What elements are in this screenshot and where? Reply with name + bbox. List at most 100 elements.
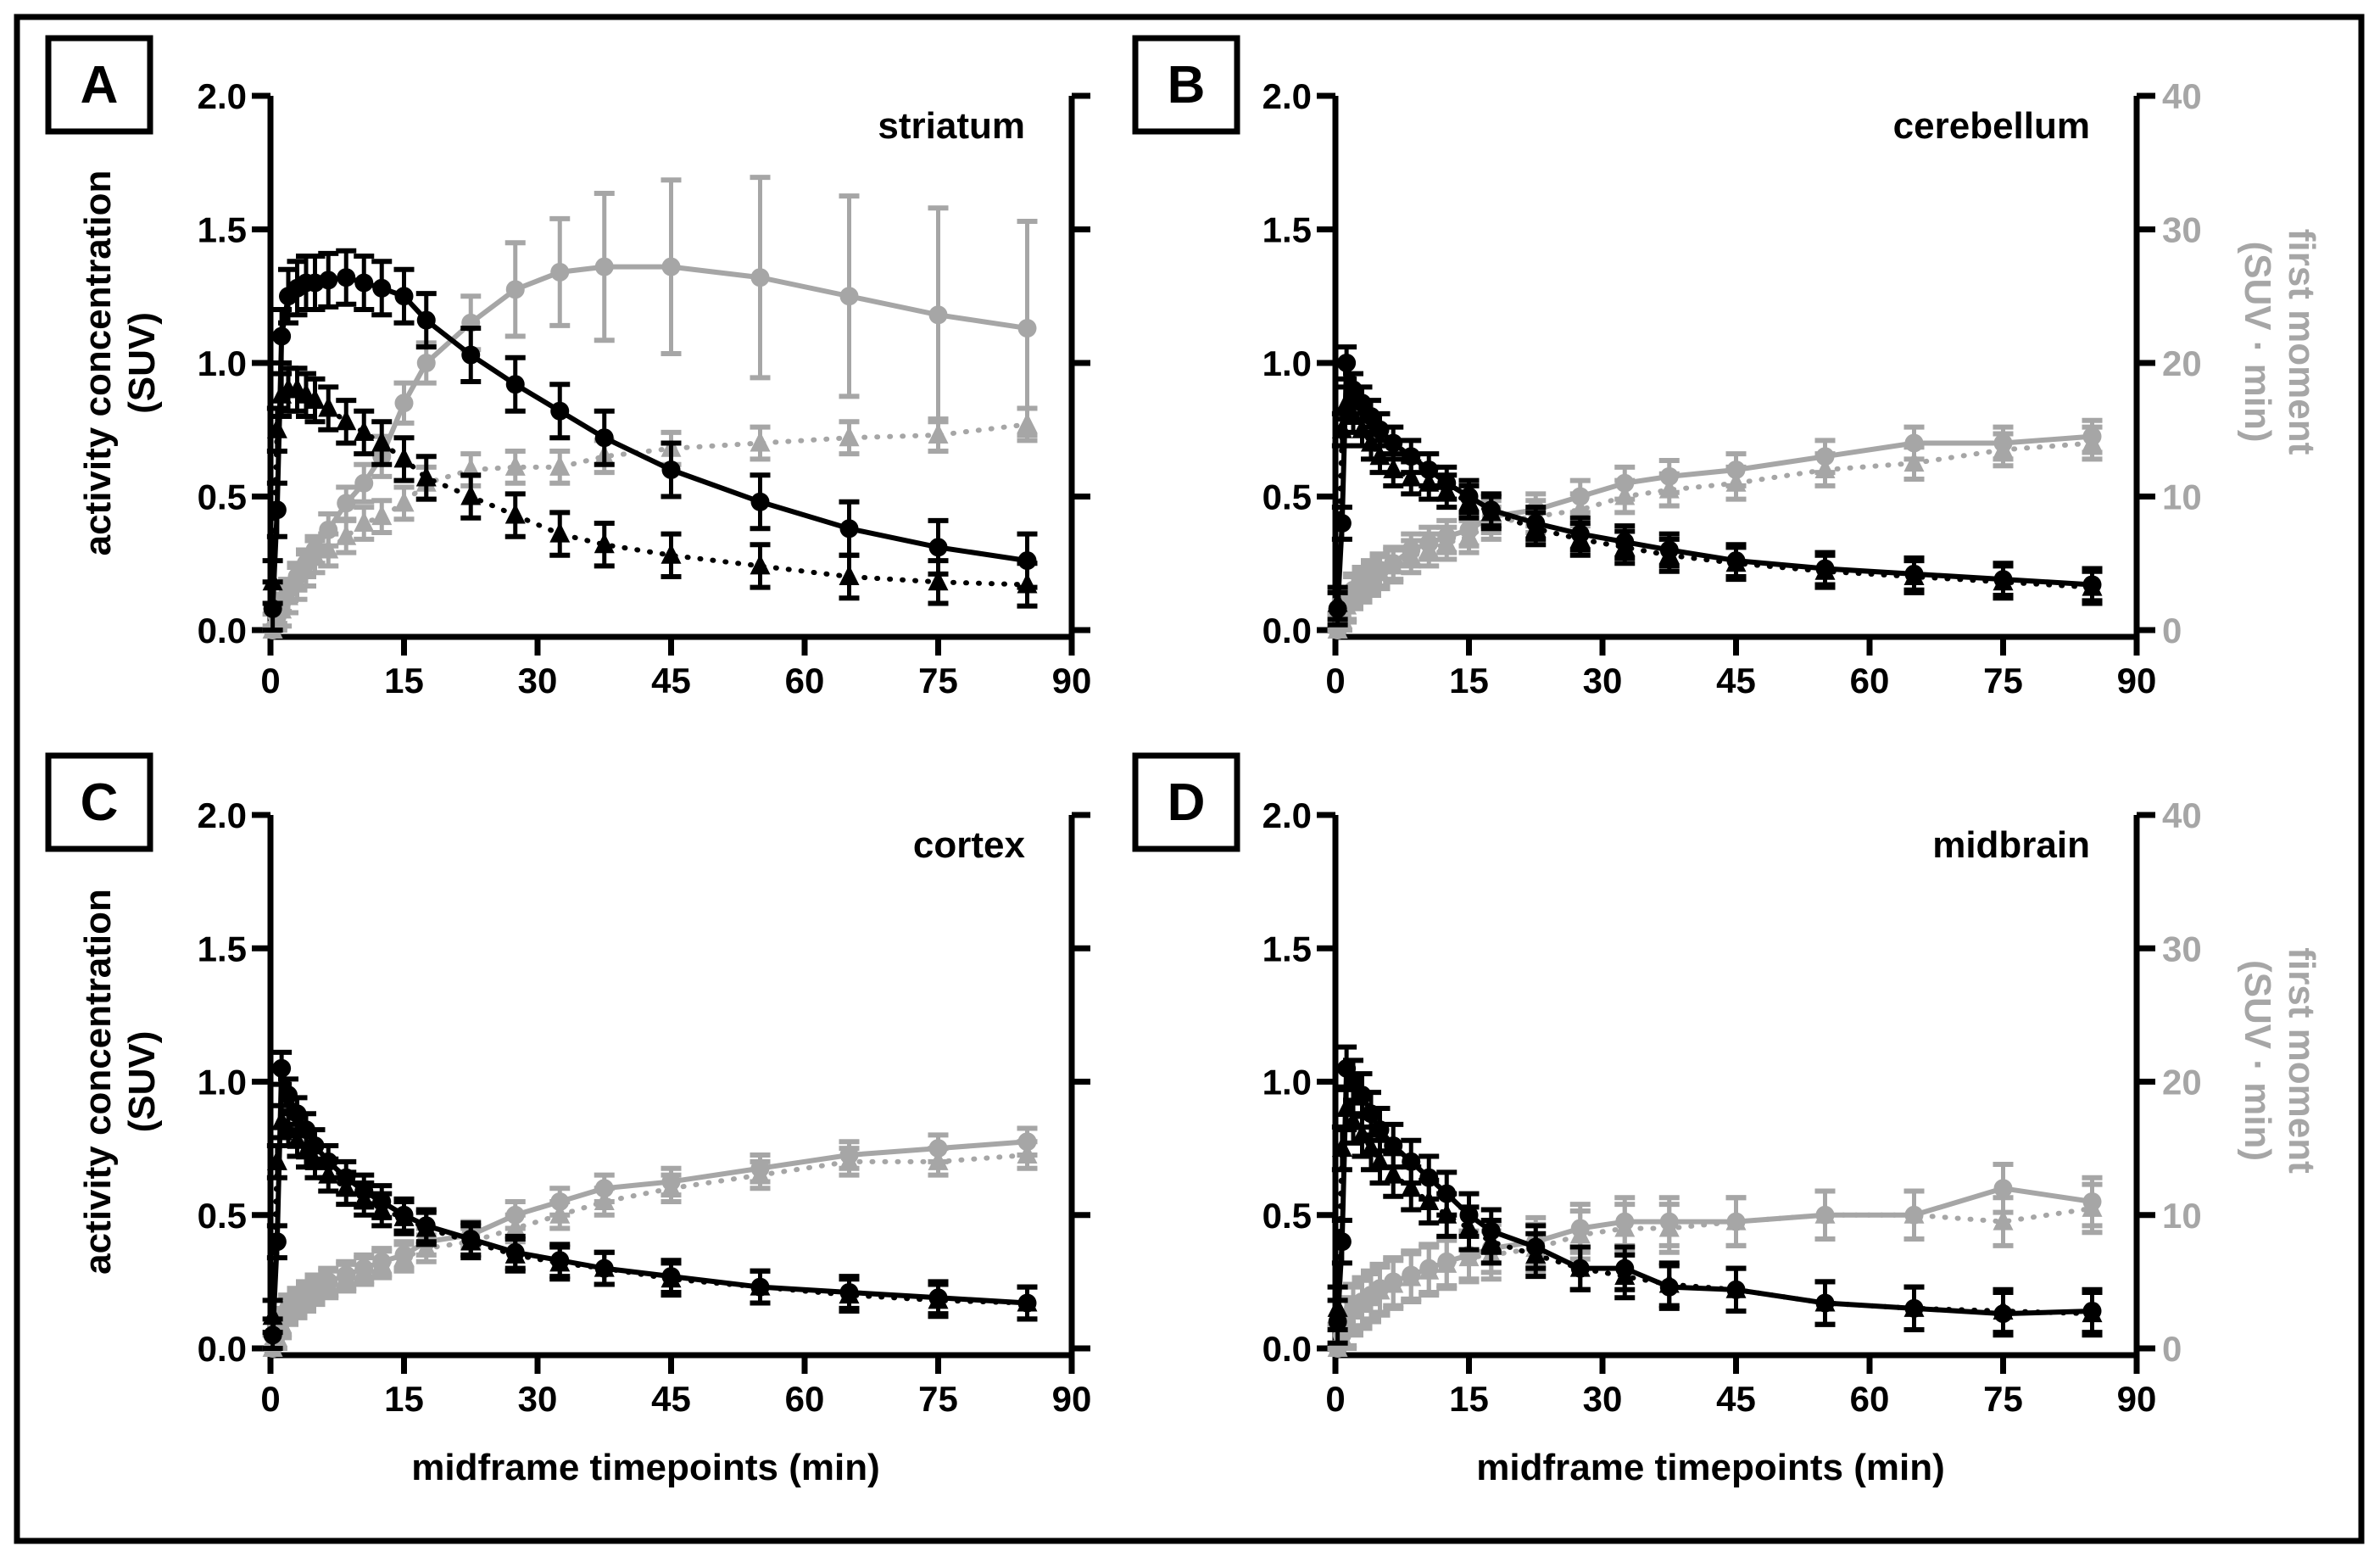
data-point-triangle — [928, 423, 949, 444]
data-point-triangle — [1369, 1149, 1391, 1170]
data-point-triangle — [1369, 561, 1391, 582]
series-activity-triangle — [262, 366, 1038, 609]
data-point-triangle — [393, 1246, 415, 1267]
data-point-triangle — [304, 1149, 326, 1170]
data-point-circle — [337, 268, 356, 287]
x-tick-label: 30 — [518, 1379, 558, 1419]
data-point-triangle — [1525, 516, 1547, 538]
data-point-triangle — [371, 505, 393, 526]
data-point-triangle — [1903, 1203, 1925, 1224]
data-point-circle — [394, 393, 414, 413]
data-point-triangle — [1401, 1176, 1422, 1197]
data-point-triangle — [1017, 1142, 1038, 1164]
y-tick-label-left: 1.0 — [1262, 343, 1312, 383]
data-point-triangle — [1419, 1190, 1440, 1211]
panel-letter: B — [1168, 56, 1206, 114]
y-tick-label-left: 1.5 — [198, 210, 247, 250]
data-point-triangle — [1458, 1216, 1480, 1237]
data-point-triangle — [928, 1149, 949, 1170]
data-point-circle — [267, 1232, 287, 1252]
data-point-triangle — [1993, 438, 2014, 459]
data-point-triangle — [1436, 1203, 1458, 1224]
data-point-triangle — [1658, 1272, 1680, 1293]
data-point-triangle — [549, 522, 571, 543]
data-point-triangle — [296, 1286, 316, 1307]
data-point-triangle — [1436, 1252, 1458, 1273]
data-point-triangle — [594, 1256, 615, 1277]
x-tick-label: 15 — [384, 661, 424, 700]
data-point-triangle — [928, 570, 949, 591]
data-point-triangle — [1331, 417, 1352, 438]
data-point-triangle — [1525, 1242, 1547, 1264]
data-point-circle — [550, 262, 570, 282]
y-tick-label-left: 0.0 — [1262, 611, 1312, 650]
data-point-triangle — [1458, 489, 1480, 511]
series-activity-triangle — [262, 1102, 1038, 1336]
y-axis-title-left: (SUV) — [121, 1031, 163, 1133]
data-point-circle — [1332, 1232, 1352, 1252]
data-point-triangle — [296, 558, 316, 579]
data-point-circle — [928, 538, 948, 557]
data-point-triangle — [1327, 591, 1348, 612]
y-axis-title-left: activity concentration — [77, 889, 119, 1275]
data-point-triangle — [1419, 471, 1440, 492]
data-point-triangle — [304, 1279, 326, 1300]
data-point-triangle — [1569, 527, 1591, 548]
data-point-triangle — [1725, 1277, 1747, 1298]
x-tick-label: 15 — [1449, 1379, 1489, 1419]
data-point-triangle — [1993, 1298, 2014, 1320]
data-point-triangle — [318, 1163, 339, 1184]
data-point-triangle — [1361, 1286, 1381, 1307]
y-axis-title-right: (SUV · min) — [2237, 241, 2278, 442]
data-point-triangle — [1419, 538, 1440, 559]
y-tick-label-left: 1.5 — [1262, 929, 1312, 968]
data-point-triangle — [1383, 458, 1404, 478]
data-point-triangle — [1327, 618, 1348, 639]
data-point-triangle — [1401, 466, 1422, 487]
data-point-triangle — [1814, 559, 1836, 580]
x-axis-title: midframe timepoints (min) — [1476, 1447, 1945, 1488]
data-point-circle — [337, 494, 356, 513]
data-point-circle — [354, 273, 374, 293]
data-point-circle — [594, 428, 614, 448]
data-point-triangle — [1401, 1265, 1422, 1286]
data-point-triangle — [1352, 1292, 1373, 1314]
data-point-triangle — [549, 1203, 571, 1224]
y-axis-title-right: first moment — [2281, 947, 2322, 1174]
y-tick-label-right: 10 — [2162, 477, 2202, 517]
data-point-triangle — [1725, 1209, 1747, 1231]
data-point-triangle — [1569, 1256, 1591, 1277]
data-point-triangle — [1903, 565, 1925, 585]
data-point-triangle — [750, 1275, 771, 1296]
data-point-triangle — [594, 1190, 615, 1211]
data-point-triangle — [2082, 1302, 2103, 1323]
panel-letter: A — [81, 56, 119, 114]
panel-title: midbrain — [1932, 824, 2090, 866]
y-tick-label-left: 1.0 — [198, 343, 247, 383]
data-point-circle — [1332, 514, 1352, 533]
data-point-triangle — [750, 431, 771, 452]
y-tick-label-right: 40 — [2162, 795, 2202, 835]
data-point-triangle — [504, 455, 526, 476]
data-point-triangle — [354, 511, 375, 532]
data-point-triangle — [839, 1283, 860, 1304]
data-point-triangle — [1336, 391, 1357, 412]
data-point-triangle — [1327, 1337, 1348, 1357]
y-tick-label-left: 0.5 — [1262, 477, 1312, 517]
data-point-triangle — [287, 1128, 308, 1149]
panel-title: cortex — [913, 824, 1026, 866]
data-point-triangle — [1401, 544, 1422, 566]
x-tick-label: 90 — [1052, 661, 1092, 700]
x-tick-label: 0 — [1325, 1379, 1345, 1419]
data-point-triangle — [1383, 1163, 1404, 1184]
data-point-triangle — [1614, 484, 1636, 505]
data-point-triangle — [1343, 1298, 1363, 1320]
data-point-triangle — [504, 503, 526, 524]
x-tick-label: 0 — [260, 1379, 280, 1419]
data-point-circle — [394, 287, 414, 306]
x-tick-label: 60 — [785, 1379, 825, 1419]
data-point-triangle — [1383, 1272, 1404, 1293]
